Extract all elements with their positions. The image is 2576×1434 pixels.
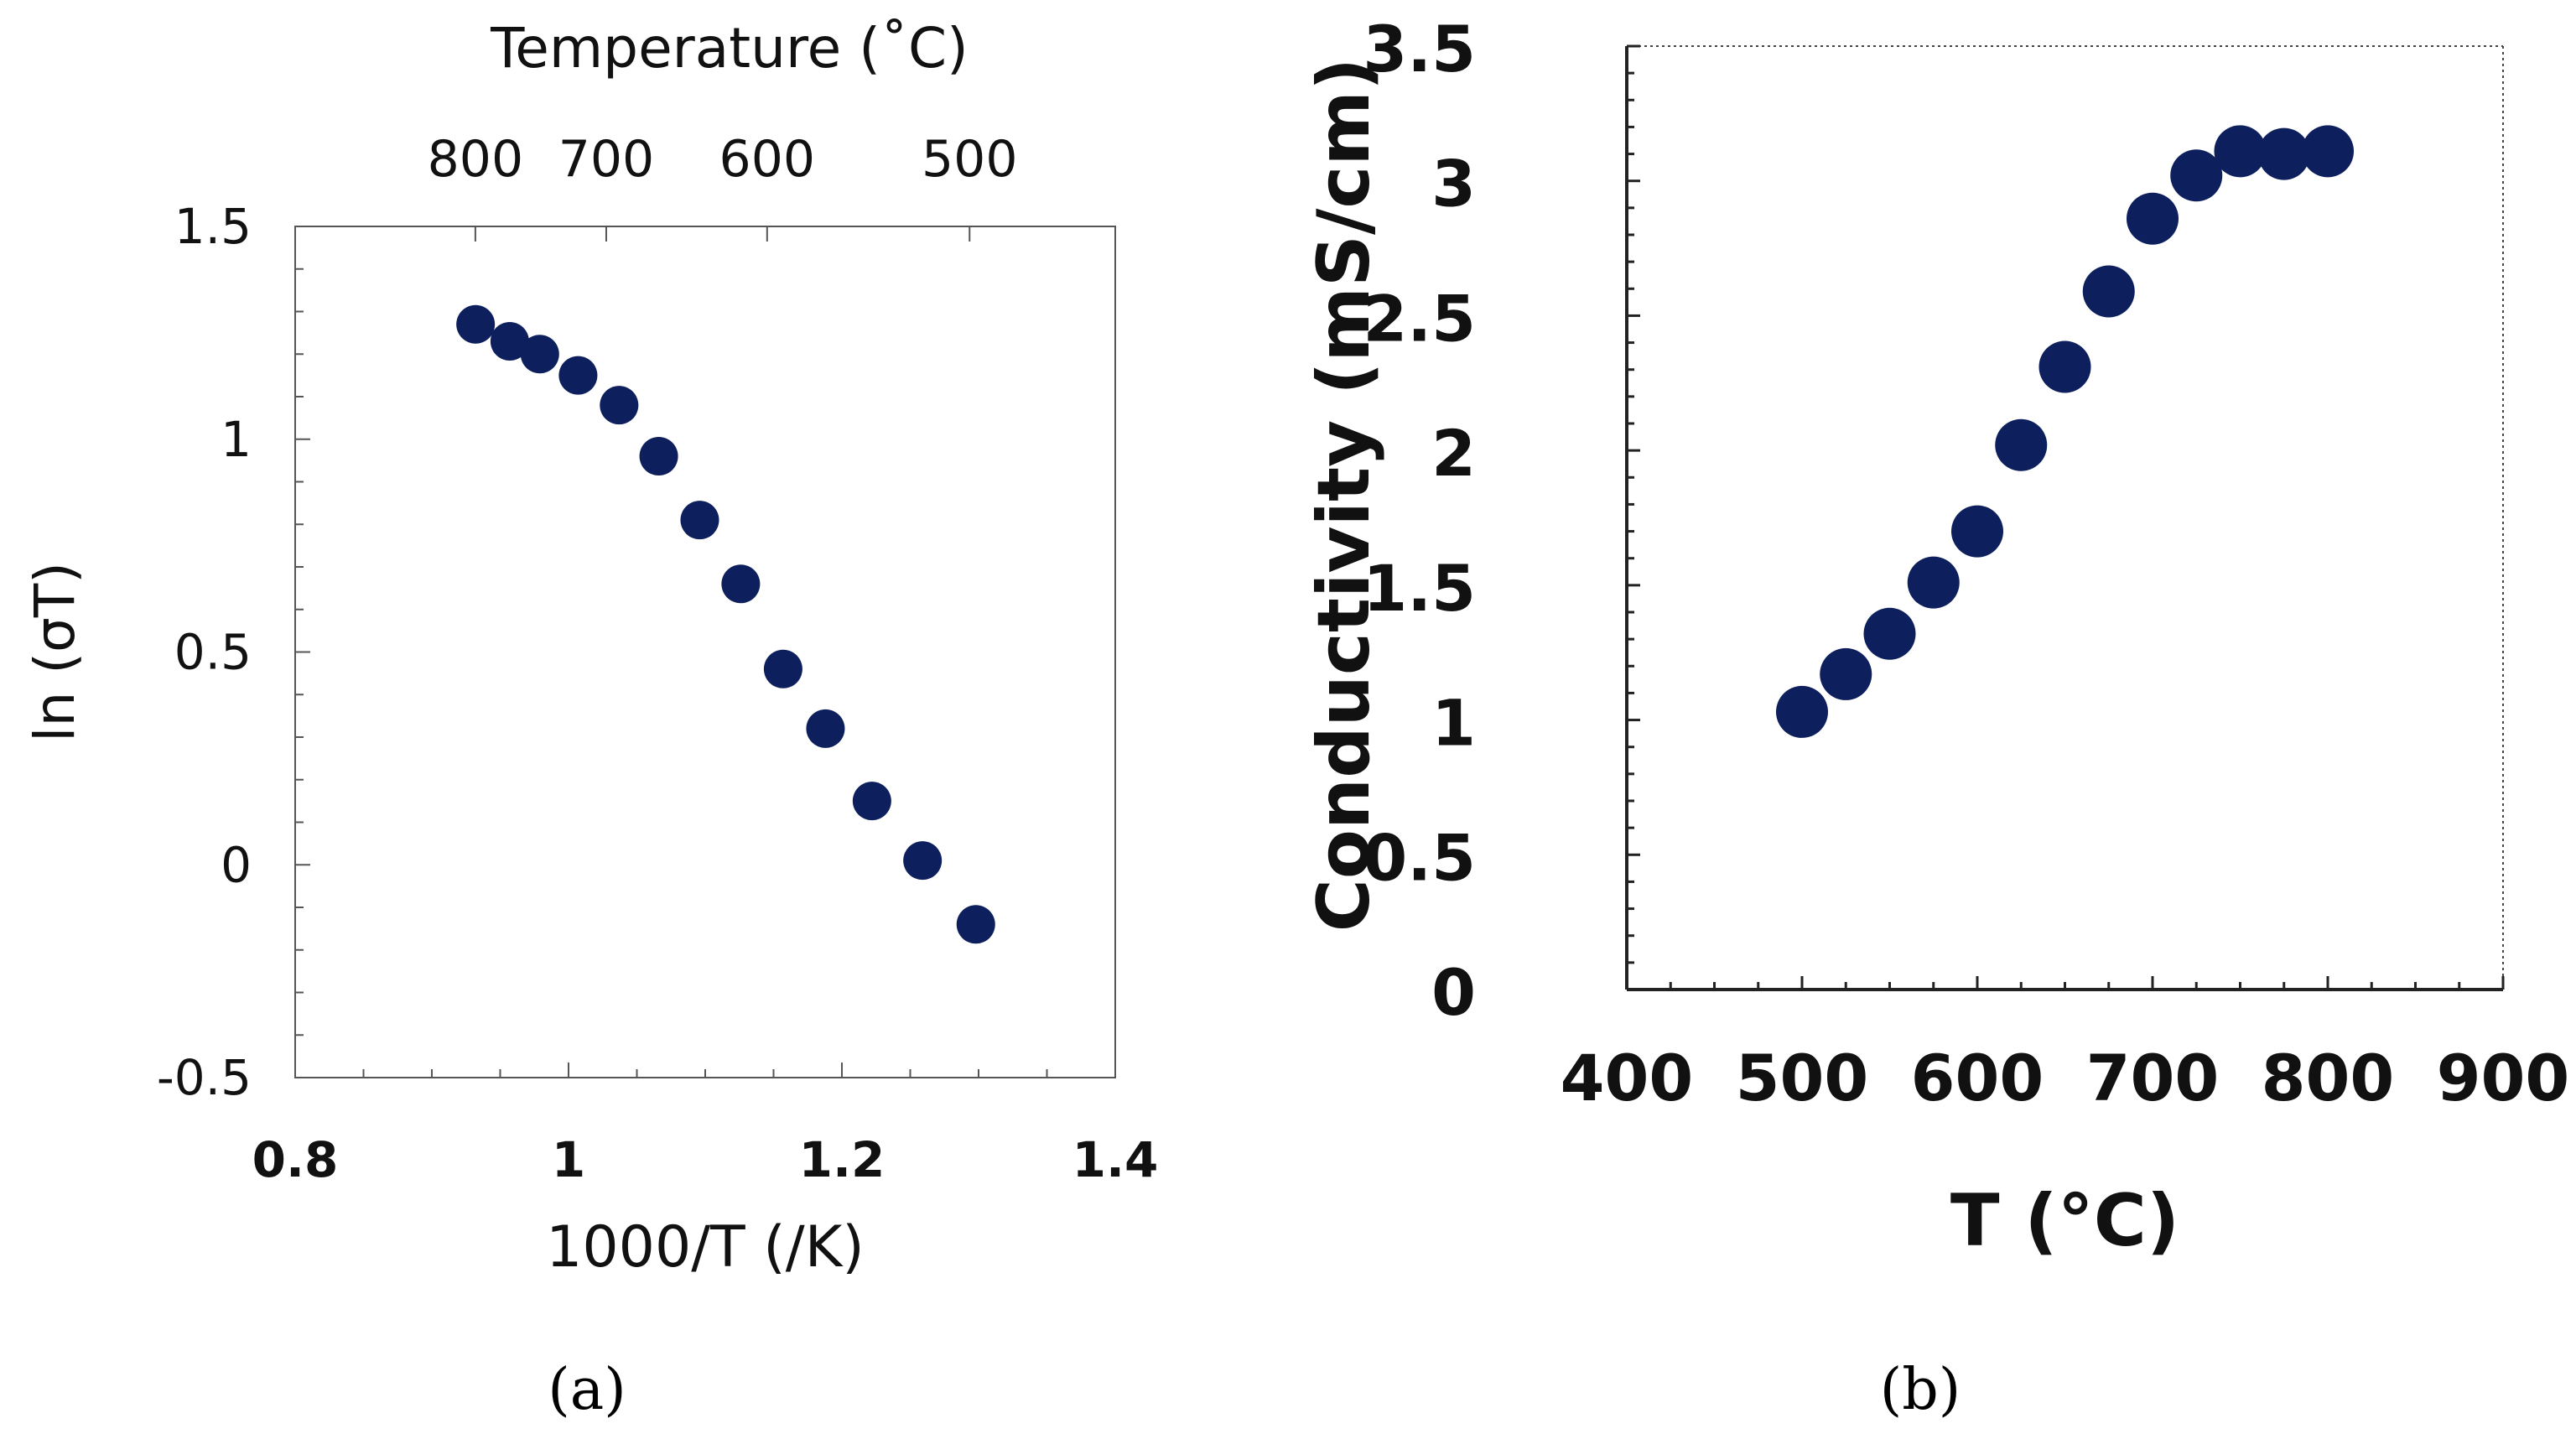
panel-a-top-axis-title: Temperature (˚C) bbox=[490, 16, 969, 81]
panel-a-data-point bbox=[639, 437, 678, 476]
panel-b-y-tick-label: 2 bbox=[1431, 416, 1476, 491]
panel-a-x-axis-title: 1000/T (/K) bbox=[546, 1214, 865, 1281]
panel-b-data-point bbox=[1820, 647, 1872, 700]
panel-a-data-point bbox=[490, 322, 529, 361]
panel-b-data-points bbox=[1776, 125, 2354, 738]
panel-b-y-tick-label: 2.5 bbox=[1363, 281, 1476, 356]
panel-a-top-tick-label: 600 bbox=[719, 130, 816, 189]
panel-a-data-point bbox=[956, 905, 995, 944]
panel-b-data-point bbox=[2082, 265, 2135, 318]
panel-a-data-point bbox=[763, 649, 802, 688]
panel-b-data-point bbox=[1907, 556, 1960, 609]
panel-b-y-tick-label: 0.5 bbox=[1363, 820, 1476, 895]
panel-a-data-point bbox=[600, 386, 639, 425]
panel-b-x-tick-label: 900 bbox=[2437, 1041, 2570, 1115]
panel-a-data-points bbox=[456, 304, 995, 944]
panel-a-x-tick-label: 1.4 bbox=[1072, 1131, 1159, 1188]
panel-b-y-tick-label: 0 bbox=[1431, 955, 1476, 1030]
panel-b-y-tick-label: 1 bbox=[1431, 686, 1476, 761]
panel-b-data-point bbox=[2127, 192, 2179, 245]
panel-b-x-tick-label: 500 bbox=[1736, 1041, 1869, 1115]
panel-b-data-point bbox=[2302, 125, 2354, 178]
panel-b-y-axis-title: Conductivity (mS/cm) bbox=[1302, 58, 1386, 933]
panel-a-data-point bbox=[903, 841, 943, 881]
panel-a-x-tick-label: 0.8 bbox=[252, 1131, 339, 1188]
panel-b-x-tick-label: 800 bbox=[2262, 1041, 2395, 1115]
panel-b-tick-marks bbox=[1625, 44, 2505, 991]
panel-b-y-tick-label: 1.5 bbox=[1363, 551, 1476, 626]
panel-b-y-tick-label: 3.5 bbox=[1363, 12, 1476, 86]
panel-a-x-tick-label: 1 bbox=[552, 1131, 585, 1188]
panel-b-x-axis-title: T (°C) bbox=[1950, 1179, 2179, 1263]
panel-b-data-point bbox=[2214, 125, 2267, 178]
panel-b-y-tick-label: 3 bbox=[1431, 147, 1476, 221]
panel-a-tick-labels: -0.5 0 0.5 1 1.5 0.8 1 1.2 1.4 800 700 600 500 bbox=[157, 130, 1159, 1188]
panel-a-caption: (a) bbox=[548, 1357, 626, 1423]
panel-a-y-axis-title: ln (σT) bbox=[23, 562, 87, 742]
panel-a-y-tick-label: -0.5 bbox=[157, 1049, 252, 1106]
panel-a-top-tick-label: 800 bbox=[428, 130, 524, 189]
panel-a-y-tick-label: 0 bbox=[221, 836, 252, 893]
panel-a-chart: -0.5 0 0.5 1 1.5 0.8 1 1.2 1.4 800 700 600 500 1000/… bbox=[23, 16, 1158, 1423]
panel-b-plot-frame bbox=[1625, 45, 2504, 991]
panel-b-tick-labels: 0 0.5 1 1.5 2 2.5 3 3.5 400 500 600 700 800 900 bbox=[1363, 12, 2569, 1115]
panel-a-y-tick-label: 1.5 bbox=[174, 198, 252, 255]
panel-a-data-point bbox=[852, 782, 891, 821]
panel-a-data-point bbox=[558, 356, 598, 395]
panel-a-top-tick-label: 500 bbox=[922, 130, 1018, 189]
panel-a-data-point bbox=[456, 304, 496, 344]
panel-a-plot-frame bbox=[294, 226, 1116, 1078]
panel-b-data-point bbox=[1995, 418, 2048, 471]
panel-b-chart: 0 0.5 1 1.5 2 2.5 3 3.5 400 500 600 700 800 900 T (°C… bbox=[1302, 12, 2569, 1423]
panel-b-data-point bbox=[1951, 505, 2003, 558]
panel-a-tick-marks bbox=[294, 226, 1116, 1078]
panel-b-data-point bbox=[1863, 607, 1916, 660]
panel-b-x-tick-label: 600 bbox=[1911, 1041, 2044, 1115]
panel-b-data-point bbox=[2038, 340, 2091, 393]
panel-a-data-point bbox=[680, 501, 719, 540]
panel-b-caption: (b) bbox=[1880, 1357, 1961, 1423]
panel-a-x-tick-label: 1.2 bbox=[799, 1131, 886, 1188]
panel-a-y-tick-label: 1 bbox=[221, 411, 252, 468]
panel-a-data-point bbox=[721, 564, 761, 604]
panel-a-data-point bbox=[806, 709, 845, 748]
panel-a-y-tick-label: 0.5 bbox=[174, 624, 252, 681]
panel-a-top-tick-label: 700 bbox=[558, 130, 655, 189]
panel-b-data-point bbox=[2170, 149, 2223, 202]
panel-b-data-point bbox=[1776, 685, 1828, 738]
panel-a-data-point bbox=[520, 335, 559, 374]
panel-b-x-tick-label: 400 bbox=[1561, 1041, 1694, 1115]
panel-b-data-point bbox=[2257, 127, 2310, 180]
panel-b-x-tick-label: 700 bbox=[2086, 1041, 2220, 1115]
